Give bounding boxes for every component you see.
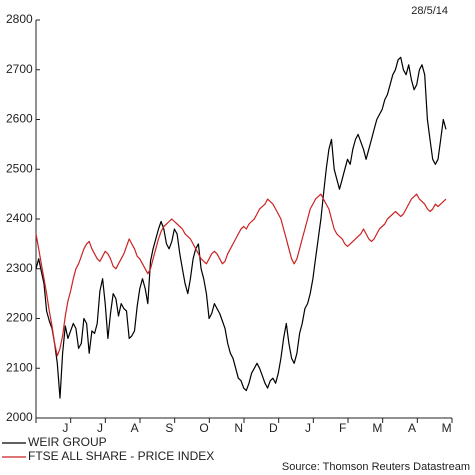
x-tick-label: S	[165, 421, 173, 435]
x-tick-label: J	[62, 421, 68, 435]
series-layer	[35, 56, 447, 399]
series-line-ftse	[35, 193, 447, 357]
x-tick-label: N	[234, 421, 243, 435]
x-tick-label: A	[408, 421, 416, 435]
x-tick-label: M	[442, 421, 452, 435]
y-tick-label: 2800	[6, 12, 33, 26]
chart-date: 28/5/14	[411, 5, 448, 17]
y-tick-label: 2200	[6, 311, 33, 325]
x-tick-label: M	[372, 421, 382, 435]
y-tick-label: 2500	[6, 161, 33, 175]
x-tick-label: O	[199, 421, 208, 435]
legend-label-weir-group: WEIR GROUP	[28, 435, 107, 449]
x-tick-label: A	[131, 421, 139, 435]
y-tick-label: 2100	[6, 360, 33, 374]
y-tick-label: 2400	[6, 211, 33, 225]
legend-label-ftse: FTSE ALL SHARE - PRICE INDEX	[28, 449, 214, 463]
legend: WEIR GROUP FTSE ALL SHARE - PRICE INDEX	[2, 435, 214, 463]
y-tick-label: 2700	[6, 62, 33, 76]
x-tick-label: F	[339, 421, 346, 435]
chart-source: Source: Thomson Reuters Datastream	[282, 461, 470, 473]
series-line-weir-group	[35, 56, 447, 399]
x-tick-label: J	[305, 421, 311, 435]
y-tick-label: 2000	[6, 410, 33, 424]
y-axis: 2000 2100 2200 2300 2400 2500 2600 2700 2800	[6, 12, 40, 424]
x-tick-label: J	[97, 421, 103, 435]
y-tick-label: 2300	[6, 261, 33, 275]
y-tick-label: 2600	[6, 112, 33, 126]
x-tick-label: D	[269, 421, 278, 435]
